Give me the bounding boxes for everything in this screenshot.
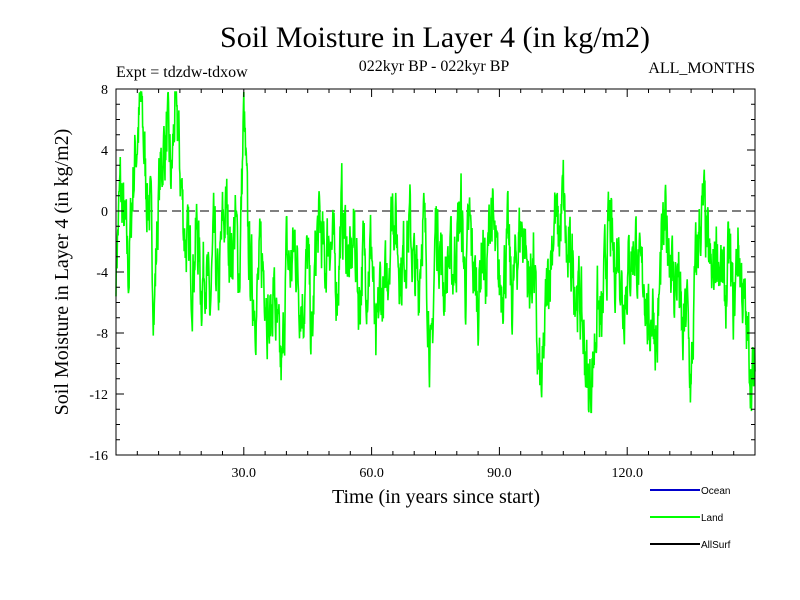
y-tick-label: 0 (101, 205, 108, 220)
y-axis-label: Soil Moisture in Layer 4 (in kg/m2) (51, 129, 73, 416)
x-tick-label: 90.0 (487, 466, 512, 481)
legend-label-land: Land (701, 513, 723, 524)
months-label: ALL_MONTHS (648, 60, 755, 77)
x-tick-label: 30.0 (232, 466, 257, 481)
y-tick-label: -8 (96, 327, 108, 342)
y-tick-label: 4 (101, 144, 108, 159)
y-tick-label: -16 (89, 449, 108, 464)
legend-label-allsurf: AllSurf (701, 540, 731, 551)
x-axis-label: Time (in years since start) (332, 486, 540, 508)
legend: Ocean Land AllSurf (650, 486, 731, 551)
y-tick-label: -12 (89, 388, 108, 403)
y-tick-label: 8 (101, 83, 108, 98)
y-tick-label: -4 (96, 266, 108, 281)
x-tick-label: 60.0 (359, 466, 384, 481)
period-label: 022kyr BP - 022kyr BP (359, 58, 510, 75)
land-series-line (115, 90, 756, 414)
chart-title: Soil Moisture in Layer 4 (in kg/m2) (220, 21, 650, 54)
experiment-label: Expt = tdzdw-tdxow (116, 64, 248, 81)
x-tick-label: 120.0 (611, 466, 643, 481)
legend-label-ocean: Ocean (701, 486, 730, 497)
plot-layer: -16 -12 -8 -4 0 4 8 30.0 60.0 90.0 120.0 (89, 83, 756, 481)
